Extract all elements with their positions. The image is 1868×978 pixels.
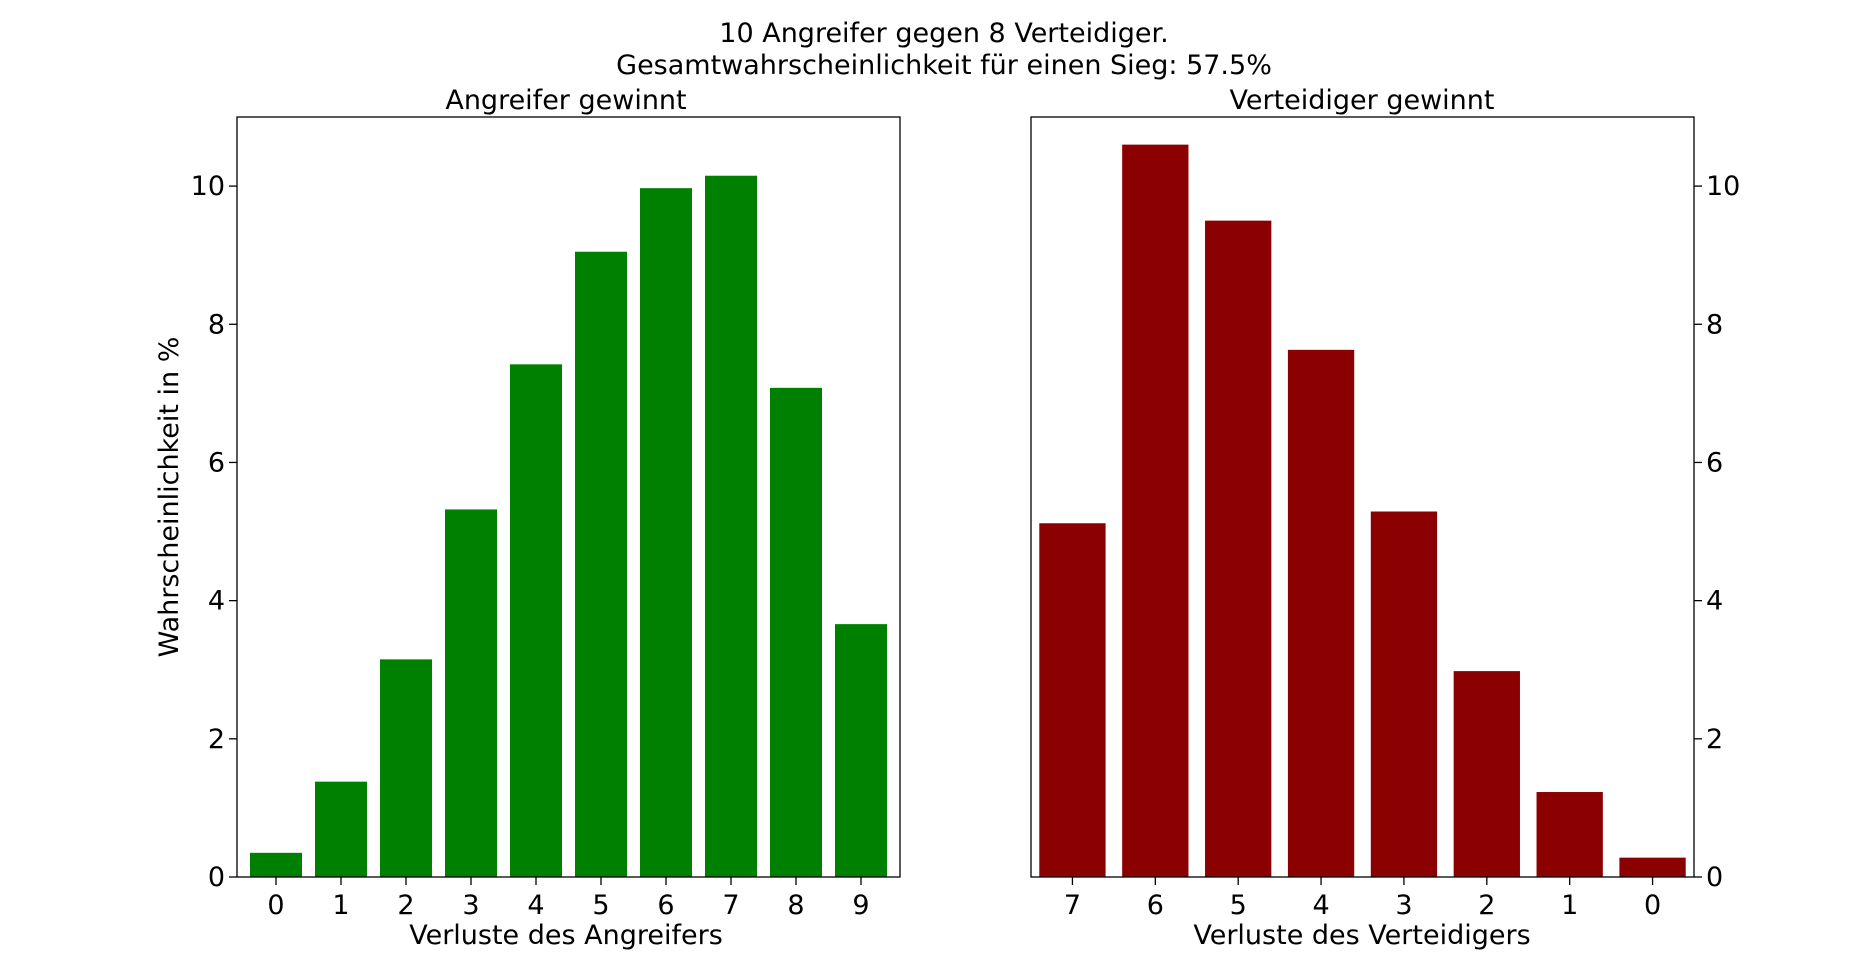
bars: [1039, 144, 1686, 878]
x-axis-label: Verluste des Verteidigers: [1193, 920, 1530, 951]
y-tick-label: 0: [1706, 862, 1723, 893]
y-tick-label: 2: [208, 724, 225, 755]
x-tick-label: 0: [267, 890, 284, 921]
x-tick-label: 5: [592, 890, 609, 921]
y-tick-label: 10: [191, 171, 225, 202]
x-tick-label: 4: [1312, 890, 1329, 921]
x-tick-label: 3: [462, 890, 479, 921]
bar-3: [445, 509, 497, 877]
figure-title-line1: 10 Angreifer gegen 8 Verteidiger.: [719, 18, 1168, 49]
plot-frame: [1030, 116, 1695, 878]
y-tick-label: 4: [208, 586, 225, 617]
y-tick-label: 2: [1706, 724, 1723, 755]
figure-title-line2: Gesamtwahrscheinlichkeit für einen Sieg:…: [616, 50, 1272, 81]
y-ticks: 0 2 4 6 8 10: [191, 171, 237, 893]
y-tick-label: 8: [1706, 309, 1723, 340]
bar-9: [835, 624, 887, 877]
x-tick-label: 1: [332, 890, 349, 921]
y-tick-label: 4: [1706, 586, 1723, 617]
bar-6: [1122, 144, 1189, 878]
x-tick-label: 6: [657, 890, 674, 921]
chart-title: Angreifer gewinnt: [445, 85, 686, 116]
chart-angreifer: Angreifer gewinnt 0 1 2 3 4 5 6 7 8 9 0 2 4 6 8 10 Ver…: [154, 85, 901, 951]
bars: [250, 175, 887, 877]
bar-8: [770, 387, 822, 877]
x-tick-label: 6: [1147, 890, 1164, 921]
bar-4: [1287, 349, 1355, 877]
x-tick-label: 7: [722, 890, 739, 921]
x-tick-label: 0: [1644, 890, 1661, 921]
y-ticks: 0 2 4 6 8 10: [1694, 171, 1740, 893]
y-tick-label: 10: [1706, 171, 1740, 202]
x-tick-label: 2: [397, 890, 414, 921]
x-tick-label: 9: [852, 890, 869, 921]
bar-2: [380, 659, 432, 877]
chart-title: Verteidiger gewinnt: [1229, 85, 1494, 116]
x-axis-label: Verluste des Angreifers: [409, 920, 723, 951]
plot-frame: [236, 116, 901, 878]
x-tick-label: 5: [1230, 890, 1247, 921]
x-tick-label: 4: [527, 890, 544, 921]
y-tick-label: 6: [208, 447, 225, 478]
bar-1: [1536, 792, 1603, 877]
x-ticks: 7 6 5 4 3 2 1 0: [1064, 877, 1661, 921]
x-tick-label: 2: [1478, 890, 1495, 921]
y-tick-label: 6: [1706, 447, 1723, 478]
y-tick-label: 8: [208, 309, 225, 340]
bar-5: [1205, 220, 1272, 878]
bar-0: [250, 852, 302, 877]
bar-0: [1619, 857, 1686, 877]
x-tick-label: 3: [1395, 890, 1412, 921]
x-ticks: 0 1 2 3 4 5 6 7 8 9: [267, 877, 870, 921]
bar-5: [575, 251, 627, 877]
bar-7: [1039, 523, 1106, 877]
bar-3: [1370, 511, 1438, 877]
x-tick-label: 7: [1064, 890, 1081, 921]
bar-2: [1453, 671, 1520, 877]
bar-4: [510, 364, 562, 877]
x-tick-label: 1: [1561, 890, 1578, 921]
y-axis-label: Wahrscheinlichkeit in %: [154, 337, 185, 658]
x-tick-label: 8: [787, 890, 804, 921]
bar-6: [640, 188, 692, 877]
bar-7: [705, 175, 757, 877]
y-tick-label: 0: [208, 862, 225, 893]
bar-1: [315, 781, 367, 877]
